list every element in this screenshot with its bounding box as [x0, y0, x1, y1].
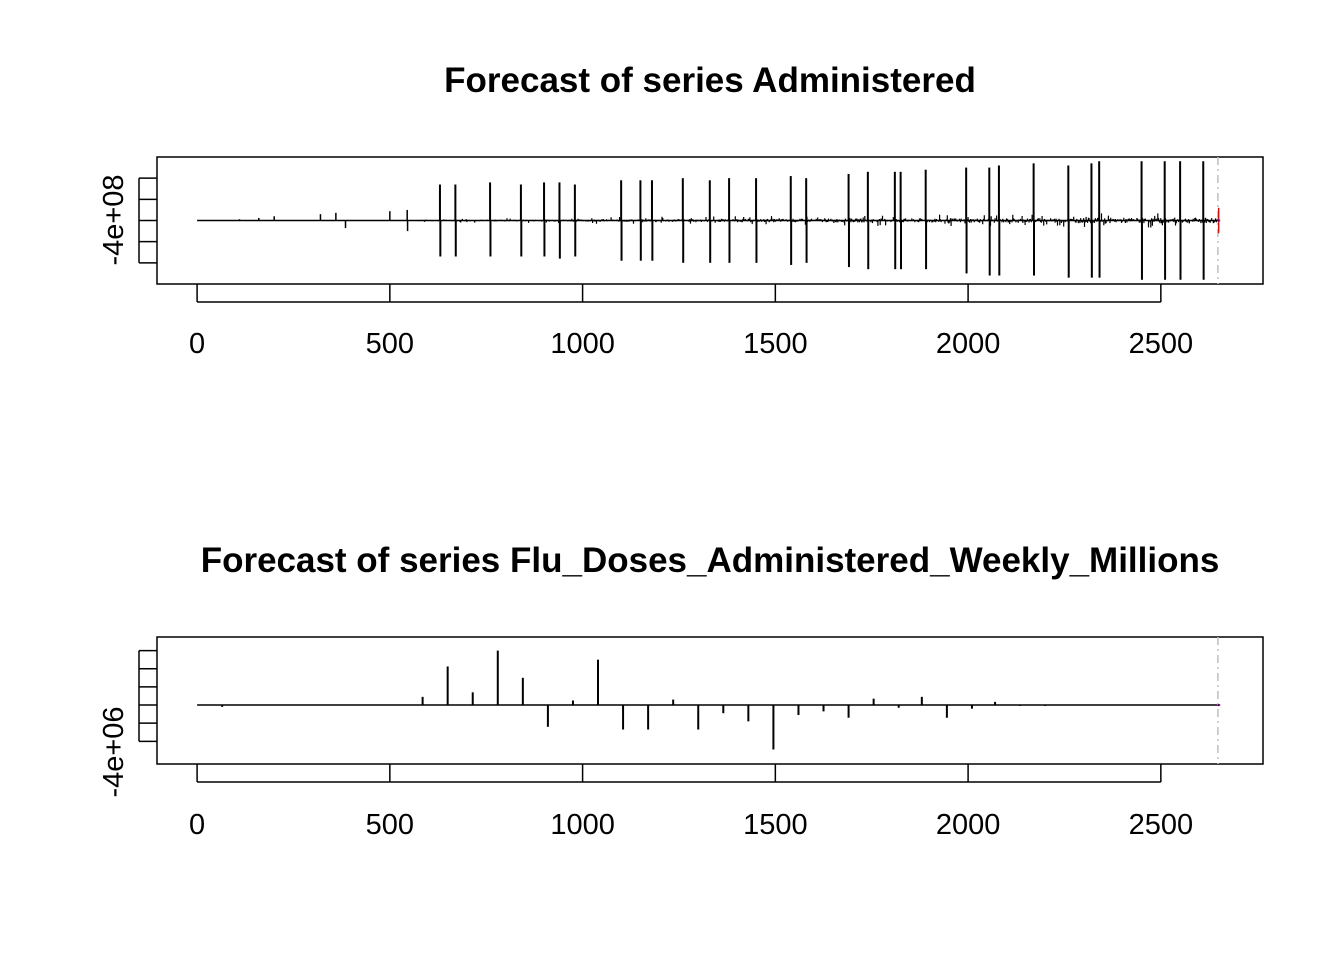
series-marks	[197, 157, 1221, 284]
x-tick-label: 0	[189, 328, 205, 360]
x-tick-label: 2500	[1129, 809, 1194, 841]
x-tick-label: 500	[366, 328, 414, 360]
x-tick-label: 500	[366, 809, 414, 841]
series-marks	[197, 637, 1221, 764]
y-tick-label: -4e+08	[98, 174, 130, 265]
x-tick-label: 1500	[743, 809, 808, 841]
x-tick-label: 1000	[550, 328, 615, 360]
x-tick-label: 0	[189, 809, 205, 841]
panel-administered: Forecast of series Administered 0 500 1000…	[98, 61, 1264, 360]
axes: 0 500 1000 1500 2000 2500	[138, 649, 1194, 841]
chart-title: Forecast of series Administered	[444, 61, 976, 100]
y-tick-label: -4e+06	[98, 706, 130, 797]
x-tick-label: 2000	[936, 809, 1001, 841]
chart-title: Forecast of series Flu_Doses_Administere…	[201, 541, 1220, 580]
axes: 0 500 1000 1500 2000 2500	[138, 177, 1194, 360]
x-tick-label: 2000	[936, 328, 1001, 360]
x-tick-label: 2500	[1129, 328, 1194, 360]
x-tick-label: 1500	[743, 328, 808, 360]
plot-frame	[156, 636, 1264, 765]
x-tick-label: 1000	[550, 809, 615, 841]
panel-flu-doses: Forecast of series Flu_Doses_Administere…	[98, 541, 1264, 841]
